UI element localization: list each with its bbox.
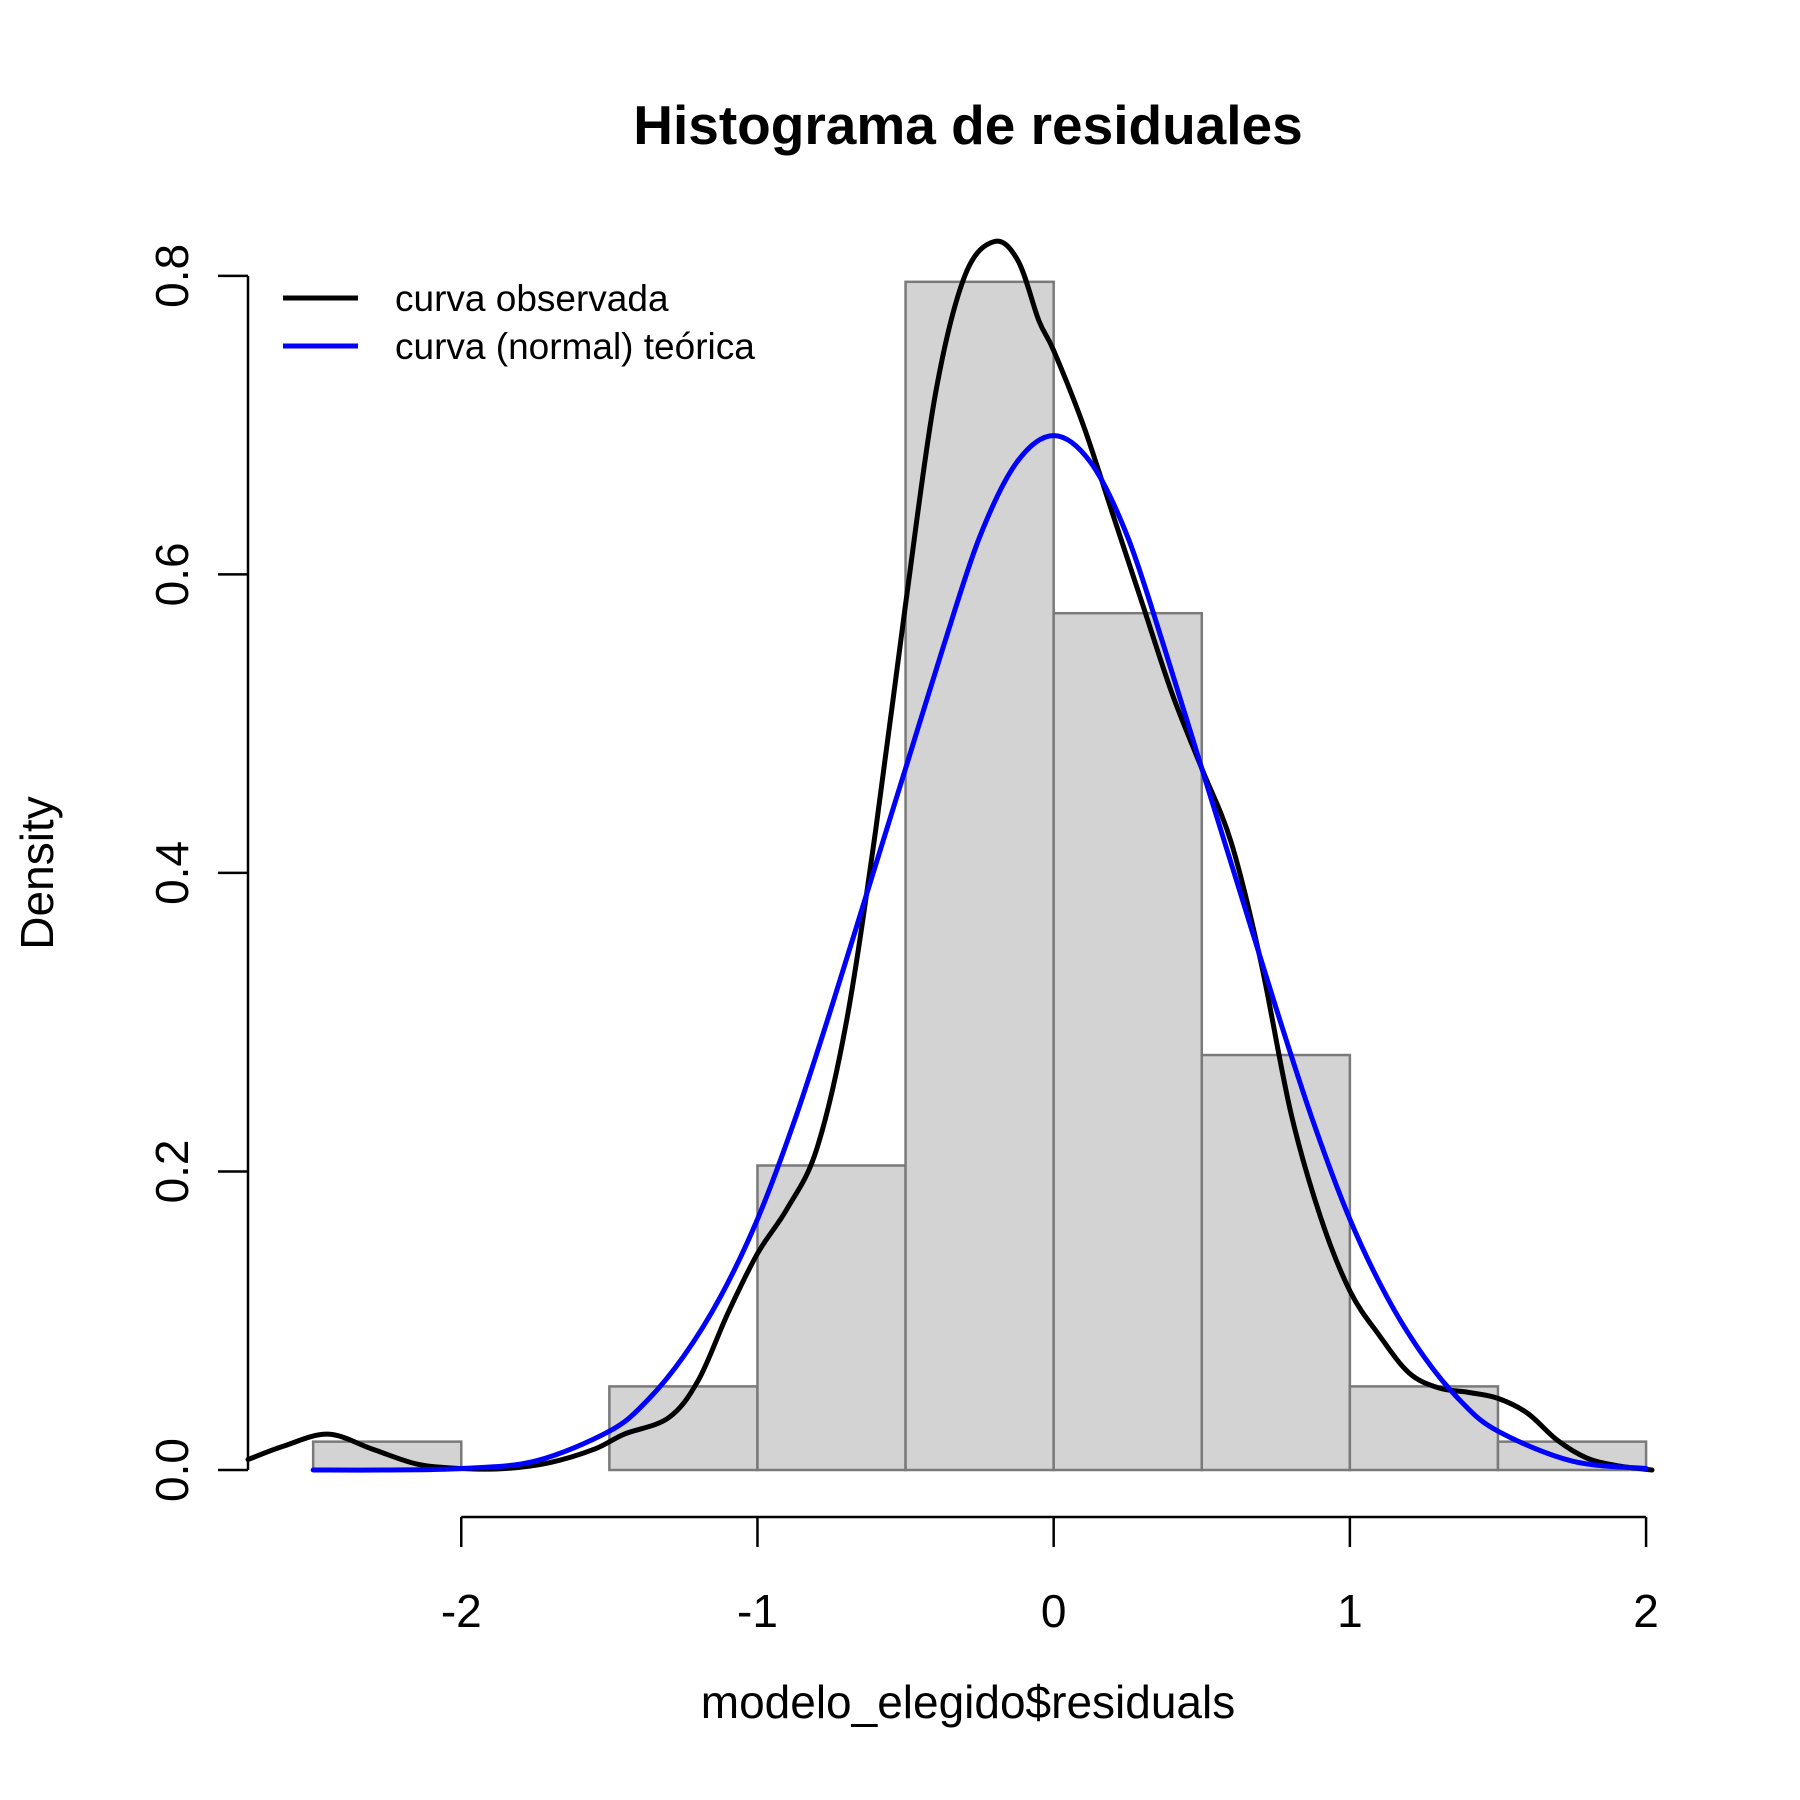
x-tick-label: -1 bbox=[737, 1585, 778, 1637]
y-tick-label: 0.0 bbox=[146, 1438, 198, 1502]
axes: 0.0 0.2 0.4 0.6 0.8 -2 -1 0 1 2 bbox=[146, 244, 1659, 1637]
observed-density-curve bbox=[245, 238, 1655, 1473]
histogram-bar bbox=[1200, 1053, 1352, 1472]
histogram-bar bbox=[1052, 611, 1204, 1472]
x-tick-label: 0 bbox=[1041, 1585, 1067, 1637]
chart-title: Histograma de residuales bbox=[633, 94, 1302, 156]
y-axis-label: Density bbox=[11, 796, 63, 949]
density-curves bbox=[245, 238, 1655, 1473]
x-tick-label: 2 bbox=[1633, 1585, 1659, 1637]
x-tick-label: -2 bbox=[441, 1585, 482, 1637]
histogram-bar bbox=[608, 1385, 759, 1472]
legend-label: curva observada bbox=[395, 278, 669, 319]
y-tick-label: 0.4 bbox=[146, 841, 198, 905]
x-tick-label: 1 bbox=[1337, 1585, 1363, 1637]
histogram-bar bbox=[1348, 1385, 1500, 1472]
legend-label: curva (normal) teórica bbox=[395, 326, 755, 367]
histogram-bar bbox=[904, 280, 1055, 1472]
y-tick-label: 0.2 bbox=[146, 1139, 198, 1203]
y-tick-label: 0.8 bbox=[146, 244, 198, 308]
histogram-bars bbox=[311, 280, 1648, 1472]
histogram-bar bbox=[756, 1164, 907, 1472]
histogram-bar bbox=[1496, 1440, 1648, 1472]
y-tick-label: 0.6 bbox=[146, 542, 198, 606]
x-axis-label: modelo_elegido$residuals bbox=[701, 1676, 1235, 1728]
normal-density-curve bbox=[310, 433, 1649, 1473]
legend: curva observada curva (normal) teórica bbox=[283, 278, 755, 367]
